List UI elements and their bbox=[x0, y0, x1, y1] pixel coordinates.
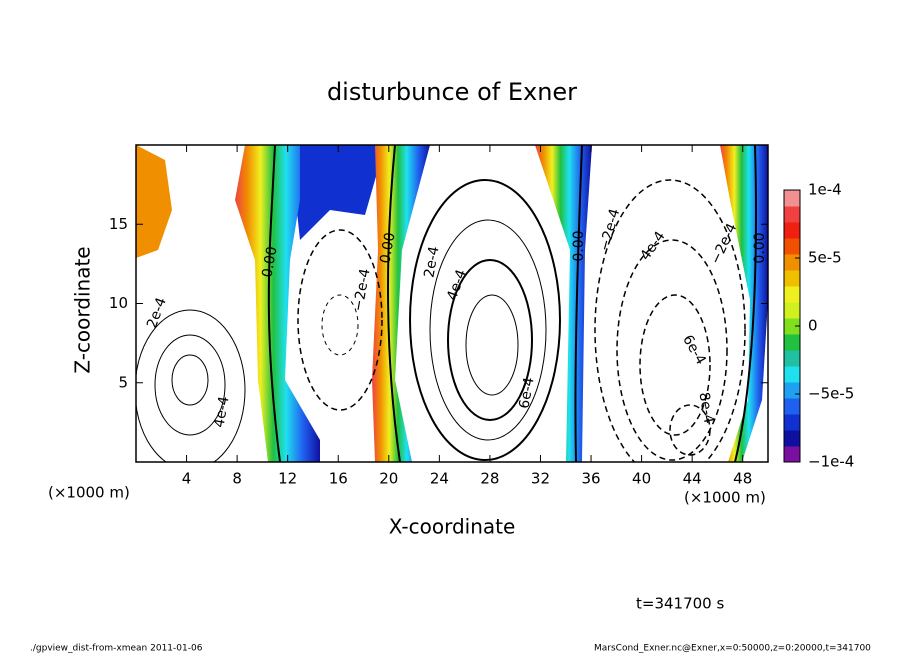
contour-line bbox=[594, 179, 746, 462]
field-region bbox=[372, 145, 430, 462]
colorbar-swatch bbox=[784, 398, 800, 415]
field-region bbox=[136, 145, 172, 258]
x-tick-label: 12 bbox=[278, 470, 297, 488]
contour-label: 2e-4 bbox=[421, 245, 442, 279]
x-tick-label: 4 bbox=[182, 470, 192, 488]
colorbar-tick-label: −1e-4 bbox=[808, 453, 854, 471]
y-tick-label: 15 bbox=[109, 215, 128, 233]
contour-line bbox=[409, 179, 561, 461]
colorbar-swatch bbox=[784, 254, 800, 271]
contour-label: −2e-4 bbox=[708, 221, 741, 267]
contour-line bbox=[297, 229, 383, 411]
colorbar-tick-label: 0 bbox=[808, 317, 818, 335]
x-tick-label: 28 bbox=[480, 470, 499, 488]
colorbar-swatch bbox=[784, 350, 800, 367]
field-region bbox=[535, 145, 592, 462]
field-region bbox=[235, 145, 320, 462]
footer: ./gpview_dist-from-xmean 2011-01-06 bbox=[30, 644, 203, 654]
contour-label: −2e-4 bbox=[597, 207, 624, 253]
colorbar-swatch bbox=[784, 334, 800, 351]
colorbar-swatch bbox=[784, 206, 800, 223]
contour-line bbox=[171, 354, 209, 406]
colorbar-tick-label: 5e-5 bbox=[808, 249, 842, 267]
footer: MarsCond_Exner.nc@Exner,x=0:50000,z=0:20… bbox=[594, 644, 871, 654]
x-tick-label: 44 bbox=[683, 470, 702, 488]
colorbar-swatch bbox=[784, 318, 800, 335]
contour-label: 0.00 bbox=[259, 245, 280, 278]
x-unit-label: (×1000 m) bbox=[48, 484, 130, 502]
contour-label: 4e-4 bbox=[637, 228, 668, 263]
contour-label: 6e-4 bbox=[516, 376, 537, 410]
field-region bbox=[290, 145, 385, 240]
x-tick-label: 36 bbox=[581, 470, 600, 488]
colorbar-tick-label: −5e-5 bbox=[808, 385, 854, 403]
contour-line bbox=[447, 259, 533, 421]
chart-title: disturbunce of Exner bbox=[327, 78, 577, 106]
x-tick-label: 16 bbox=[329, 470, 348, 488]
x-tick-label: 32 bbox=[531, 470, 550, 488]
x-axis-label: X-coordinate bbox=[389, 515, 516, 539]
colorbar-swatch bbox=[784, 446, 800, 463]
colorbar-swatch bbox=[784, 302, 800, 319]
contour-label: 0.00 bbox=[752, 232, 768, 263]
colorbar-swatch bbox=[784, 414, 800, 431]
contour-line bbox=[574, 145, 583, 462]
contour-label: 4e-4 bbox=[444, 267, 470, 302]
y-axis-label: Z-coordinate bbox=[71, 246, 95, 373]
colorbar-tick-label: 1e-4 bbox=[808, 181, 842, 199]
contour-line bbox=[321, 294, 359, 356]
annotation: t=341700 s bbox=[636, 595, 724, 613]
contour-line bbox=[387, 145, 401, 462]
contour-line bbox=[154, 334, 226, 436]
x-unit-label: (×1000 m) bbox=[684, 489, 766, 507]
x-tick-label: 40 bbox=[632, 470, 651, 488]
colorbar-swatch bbox=[784, 430, 800, 447]
x-tick-label: 48 bbox=[733, 470, 752, 488]
colorbar-swatch bbox=[784, 190, 800, 207]
contour-line bbox=[465, 294, 519, 396]
contour-label: 6e-4 bbox=[679, 332, 709, 367]
contour-label: 4e-4 bbox=[211, 395, 232, 429]
contour-label: 2e-4 bbox=[144, 295, 170, 330]
colorbar-swatch bbox=[784, 286, 800, 303]
contour-line bbox=[616, 239, 728, 461]
contour-line bbox=[639, 294, 711, 436]
x-tick-label: 8 bbox=[232, 470, 242, 488]
y-tick-label: 10 bbox=[109, 294, 128, 312]
field bbox=[136, 145, 768, 462]
colorbar-swatch bbox=[784, 382, 800, 399]
contour-line bbox=[267, 145, 281, 462]
y-tick-label: 5 bbox=[118, 373, 128, 391]
contour-line bbox=[669, 404, 711, 456]
contour-label: −2e-4 bbox=[350, 267, 373, 312]
contour-label: 8e-4 bbox=[695, 391, 716, 425]
contour-line bbox=[429, 219, 547, 441]
contour-line bbox=[734, 145, 757, 462]
x-tick-label: 24 bbox=[430, 470, 449, 488]
colorbar-swatch bbox=[784, 366, 800, 383]
colorbar-swatch bbox=[784, 222, 800, 239]
contour-label: 0.00 bbox=[571, 230, 587, 261]
colorbar-swatch bbox=[784, 270, 800, 287]
colorbar-swatch bbox=[784, 238, 800, 255]
contour-line bbox=[136, 309, 246, 462]
x-tick-label: 20 bbox=[379, 470, 398, 488]
contour-label: 0.00 bbox=[377, 231, 398, 264]
